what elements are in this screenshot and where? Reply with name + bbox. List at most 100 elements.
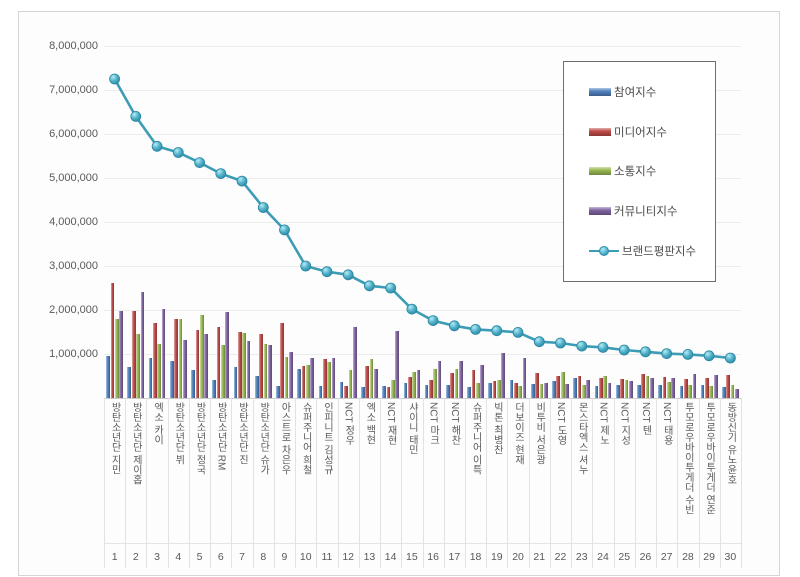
bar — [692, 373, 697, 398]
rank-number: 19 — [490, 551, 503, 563]
legend-label: 소통지수 — [614, 166, 657, 179]
category-label: NCT 재현 — [380, 402, 401, 541]
bar — [289, 351, 293, 398]
bar — [119, 310, 123, 398]
category-label: 엑소 카이 — [146, 402, 167, 541]
category-label-text: 엑소 카이 — [151, 402, 163, 445]
bar — [650, 378, 654, 398]
bar — [624, 379, 629, 398]
y-axis-tick-label: 2,000,000 — [49, 304, 98, 316]
bar — [645, 376, 650, 398]
bar — [518, 386, 523, 398]
rank-number: 26 — [639, 551, 652, 563]
bar — [254, 376, 259, 398]
rank-number: 9 — [281, 551, 288, 563]
bar — [106, 356, 110, 398]
bar — [488, 383, 493, 398]
category-label: 아스트로 차은우 — [274, 402, 295, 541]
category-label-text: 방탄소년단 제이홉 — [130, 402, 142, 485]
legend-label: 참여지수 — [614, 86, 657, 99]
rank-number: 24 — [597, 551, 609, 563]
category-label: 샤이니 태민 — [401, 402, 422, 541]
category-label-text: NCT 재현 — [385, 402, 397, 446]
bar — [683, 379, 688, 398]
column-separator — [316, 398, 318, 568]
bar — [471, 369, 476, 398]
bar — [199, 315, 204, 398]
bar — [560, 371, 565, 398]
bar — [212, 379, 217, 398]
column-separator — [549, 398, 551, 568]
rank-number: 8 — [260, 551, 267, 563]
chart-legend: 참여지수 미디어지수 소통지수 커뮤니티지수 브랜드평판지수 — [563, 61, 716, 282]
bar — [127, 367, 132, 398]
category-label: 슈퍼주니어 희철 — [295, 402, 316, 541]
bar — [577, 376, 582, 398]
bar — [713, 375, 718, 398]
bar — [433, 369, 438, 398]
bar — [237, 332, 242, 398]
rank-number: 29 — [703, 551, 715, 563]
bar — [310, 358, 315, 398]
bar — [535, 373, 539, 398]
rank-number: 6 — [217, 551, 224, 563]
category-label: 방탄소년단 RM — [210, 402, 231, 541]
bar — [386, 387, 391, 398]
column-separator — [167, 398, 169, 568]
bar — [153, 323, 157, 398]
category-label-text: NCT 태용 — [661, 402, 673, 446]
rank-number: 23 — [575, 551, 588, 563]
gridline — [104, 46, 741, 47]
category-label-text: NCT 도영 — [555, 402, 566, 446]
rank-number: 16 — [427, 551, 439, 563]
bar — [501, 352, 506, 398]
bar — [233, 367, 238, 398]
rank-number: 22 — [554, 551, 567, 563]
column-separator — [464, 398, 466, 568]
bar — [437, 360, 442, 398]
legend-item-communication: 소통지수 — [564, 163, 715, 179]
bar — [700, 384, 705, 398]
bar — [242, 332, 247, 398]
bar — [306, 365, 310, 398]
y-axis-tick-label: 5,000,000 — [49, 172, 98, 184]
bar — [297, 368, 302, 398]
bar — [395, 330, 399, 398]
rank-number: 27 — [660, 551, 673, 563]
bar — [136, 334, 140, 398]
category-label: 더보이즈 현재 — [507, 402, 528, 541]
bar — [382, 385, 386, 398]
bar — [582, 384, 586, 398]
column-separator — [443, 398, 445, 568]
category-label: 방탄소년단 정국 — [189, 402, 210, 541]
category-label: 슈퍼주니어 이특 — [465, 402, 486, 541]
rank-number: 14 — [384, 551, 397, 563]
category-label-text: 방탄소년단 RM — [215, 402, 227, 471]
bar — [361, 386, 365, 398]
bar — [445, 384, 450, 398]
rank-number: 15 — [406, 551, 418, 563]
bar — [705, 378, 709, 398]
column-separator — [634, 398, 636, 568]
y-axis-tick-label: 3,000,000 — [49, 260, 98, 272]
category-label-text: 빅톤 최병찬 — [491, 402, 503, 455]
column-separator — [252, 398, 254, 568]
bar — [598, 378, 603, 398]
category-label: 방탄소년단 지민 — [104, 402, 125, 541]
bar — [301, 366, 306, 398]
category-label-text: 아스트로 차은우 — [278, 402, 290, 475]
column-separator — [422, 398, 424, 568]
bar — [552, 381, 556, 398]
y-axis-tick-label: 6,000,000 — [49, 128, 98, 140]
bar — [497, 379, 501, 398]
bar — [709, 385, 714, 398]
bar — [480, 365, 484, 398]
bar — [280, 323, 285, 398]
bar — [246, 340, 251, 398]
bar — [671, 378, 676, 398]
category-label-text: 동방신기 유노윤호 — [724, 402, 736, 485]
category-label: 투모로우바이투게더 수빈 — [677, 402, 698, 541]
community-swatch-icon — [589, 207, 611, 216]
column-separator — [719, 398, 721, 568]
